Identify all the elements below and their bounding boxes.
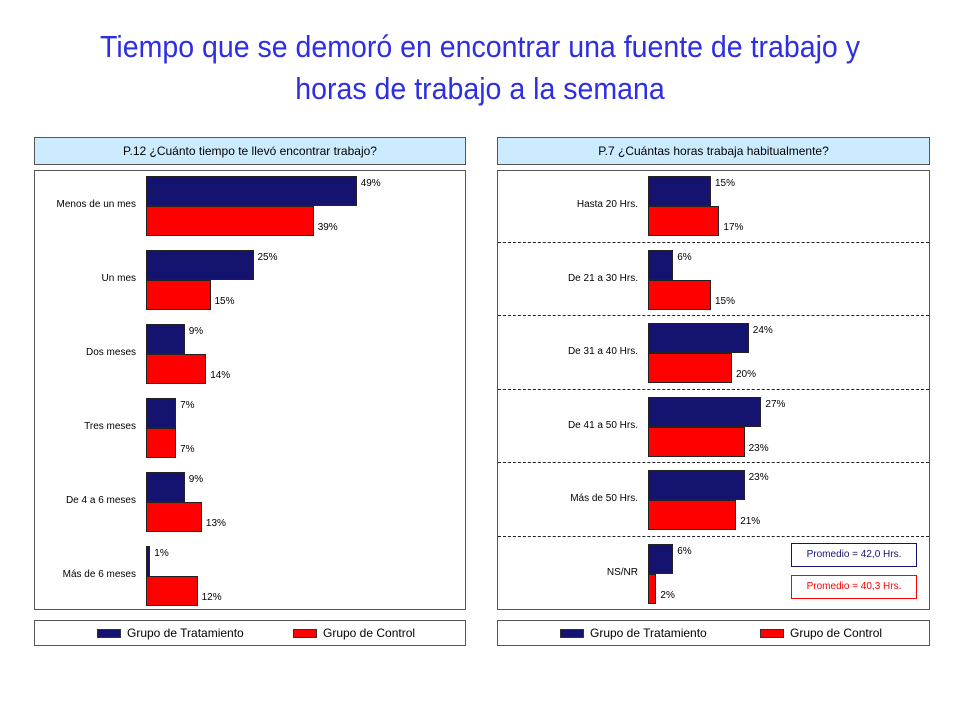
group-separator (498, 315, 929, 317)
value-label-control: 2% (660, 589, 675, 601)
legend-treatment-swatch (97, 628, 121, 638)
average-treatment-box: Promedio = 42,0 Hrs. (791, 543, 917, 567)
group-separator (498, 388, 929, 390)
legend-control-swatch (293, 628, 317, 638)
bar-control (648, 353, 732, 383)
legend-treatment-label: Grupo de Tratamiento (590, 626, 707, 640)
value-label-treatment: 6% (677, 545, 692, 557)
category-label: NS/NR (606, 566, 638, 578)
legend-control: Grupo de Control (760, 621, 882, 645)
value-label-control: 14% (210, 370, 231, 381)
category-label: Más de 6 meses (62, 569, 136, 580)
category-label: Dos meses (85, 347, 136, 358)
value-label-treatment: 27% (765, 398, 786, 410)
bar-control (146, 428, 177, 458)
bar-treatment (146, 250, 254, 280)
value-label-control: 23% (748, 442, 769, 454)
category-label: De 4 a 6 meses (65, 495, 136, 506)
value-label-control: 7% (180, 444, 195, 455)
group-separator (498, 241, 929, 243)
value-label-control: 12% (201, 592, 222, 603)
value-label-treatment: 9% (188, 326, 204, 337)
legend-treatment: Grupo de Tratamiento (97, 621, 244, 645)
bar-control (648, 206, 720, 236)
bar-control (146, 280, 211, 310)
bar-control (648, 500, 737, 530)
bar-treatment (648, 543, 674, 574)
value-label-treatment: 24% (752, 325, 773, 336)
value-label-control: 17% (723, 222, 744, 233)
left-chart-area: Menos de un mes 49% 39% Un mes 25% 15% Dos mes… (34, 170, 466, 610)
legend-control-swatch (760, 628, 784, 638)
value-label-treatment: 23% (748, 472, 769, 483)
category-label: De 31 a 40 Hrs. (567, 346, 638, 357)
bar-treatment (146, 398, 177, 428)
bar-control (146, 206, 314, 236)
legend-treatment: Grupo de Tratamiento (560, 621, 707, 645)
right-chart-title: P.7 ¿Cuántas horas trabaja habitualmente… (497, 137, 930, 165)
value-label-treatment: 9% (188, 474, 204, 485)
right-chart-legend: Grupo de Tratamiento Grupo de Control (497, 620, 930, 646)
bar-control (648, 426, 745, 457)
value-label-treatment: 6% (677, 251, 692, 263)
category-label: Tres meses (84, 421, 136, 432)
bar-treatment (648, 470, 745, 500)
bar-control (648, 279, 711, 310)
bar-treatment (146, 324, 185, 354)
legend-control: Grupo de Control (293, 621, 415, 645)
bar-treatment (648, 396, 762, 427)
bar-treatment (648, 249, 674, 280)
bar-treatment (146, 546, 151, 576)
value-label-control: 21% (740, 516, 761, 527)
right-chart-area: Promedio = 42,0 Hrs. Promedio = 40,3 Hrs… (497, 170, 930, 610)
value-label-treatment: 7% (180, 400, 195, 411)
bar-treatment (648, 176, 711, 206)
group-separator (498, 535, 929, 537)
value-label-control: 39% (317, 222, 338, 233)
bar-control (146, 354, 207, 384)
legend-control-label: Grupo de Control (790, 626, 883, 640)
bar-treatment (146, 176, 357, 206)
value-label-treatment: 1% (154, 548, 169, 559)
left-chart-title: P.12 ¿Cuánto tiempo te llevó encontrar t… (34, 137, 466, 165)
category-label: De 41 a 50 Hrs. (567, 419, 638, 431)
bar-treatment (146, 472, 185, 502)
left-chart-legend: Grupo de Tratamiento Grupo de Control (34, 620, 466, 646)
value-label-control: 13% (205, 518, 226, 529)
value-label-control: 15% (715, 295, 736, 307)
legend-treatment-swatch (560, 628, 584, 638)
bar-control (146, 576, 198, 606)
legend-control-label: Grupo de Control (323, 626, 416, 640)
value-label-treatment: 25% (257, 252, 278, 263)
legend-treatment-label: Grupo de Tratamiento (127, 626, 244, 640)
bar-treatment (648, 323, 749, 353)
average-control-box: Promedio = 40,3 Hrs. (791, 575, 917, 599)
category-label: Hasta 20 Hrs. (576, 199, 638, 210)
value-label-control: 20% (736, 369, 757, 380)
group-separator (498, 462, 929, 464)
bar-control (146, 502, 202, 532)
category-label: De 21 a 30 Hrs. (567, 272, 638, 284)
bar-control (648, 573, 657, 604)
value-label-treatment: 15% (715, 178, 736, 189)
value-label-control: 15% (214, 296, 235, 307)
category-label: Más de 50 Hrs. (570, 493, 638, 504)
category-label: Un mes (101, 273, 136, 284)
value-label-treatment: 49% (360, 178, 381, 189)
page-title: Tiempo que se demoró en encontrar una fu… (100, 29, 860, 106)
category-label: Menos de un mes (56, 199, 137, 210)
